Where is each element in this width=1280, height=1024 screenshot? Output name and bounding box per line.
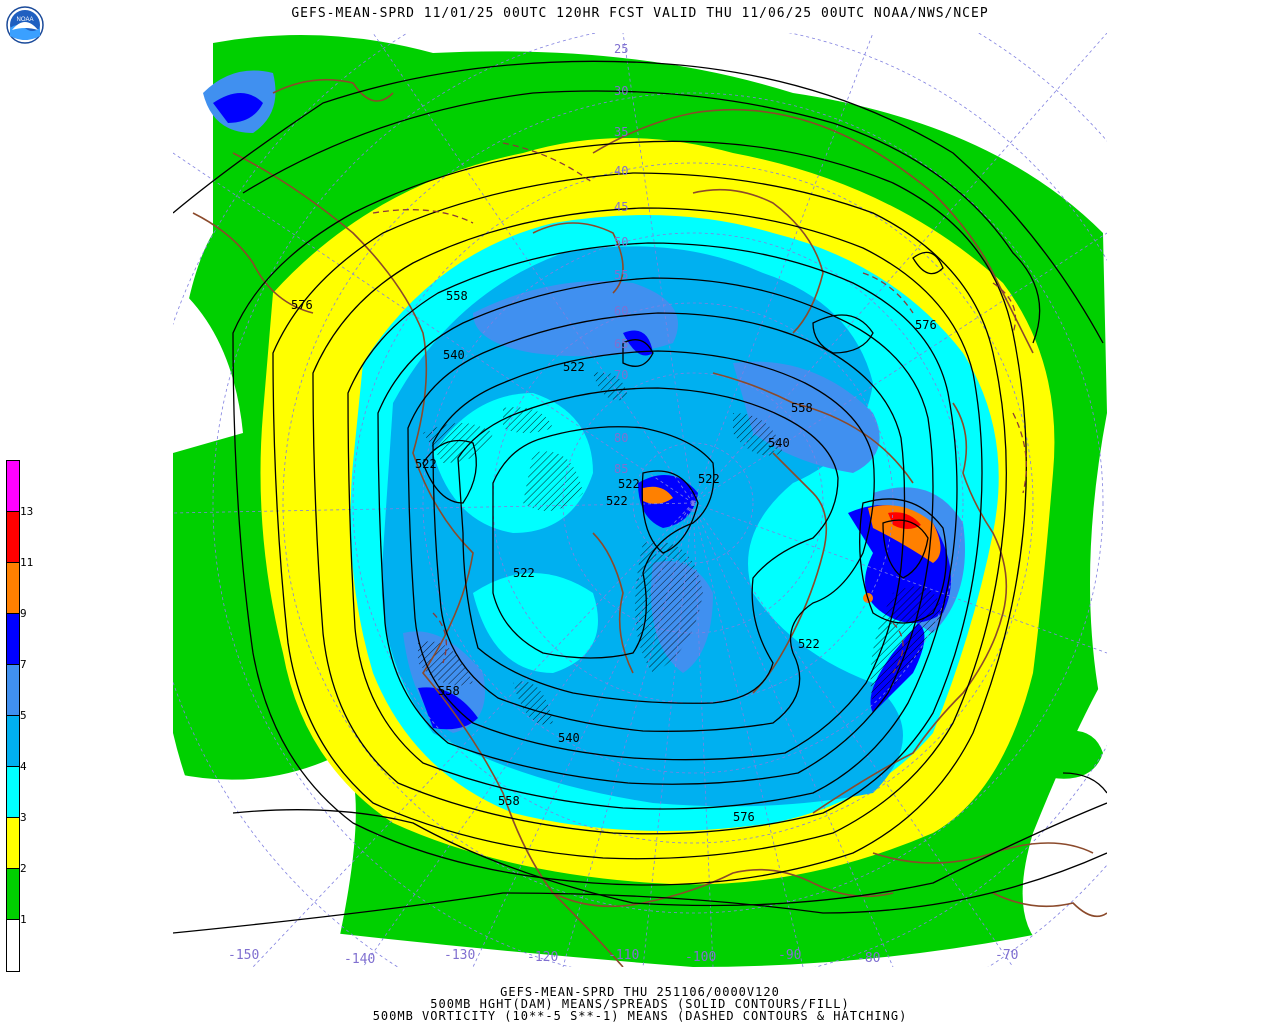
forecast-map: 576 558 540 522 522 522 522 522 558 540 … <box>173 33 1107 967</box>
contour-label: 576 <box>291 298 313 312</box>
lon-label: -70 <box>995 948 1019 963</box>
footer-line-3: 500MB VORTICITY (10**-5 S**-1) MEANS (DA… <box>372 1009 908 1023</box>
svg-text:25: 25 <box>614 42 628 56</box>
contour-label: 522 <box>563 360 585 374</box>
contour-label: 576 <box>733 810 755 824</box>
legend-swatch <box>6 868 20 920</box>
svg-text:45: 45 <box>614 200 628 214</box>
contour-label: 558 <box>791 401 813 415</box>
contour-label: 522 <box>618 477 640 491</box>
footer-line-2: 500MB HGHT(DAM) MEANS/SPREADS (SOLID CON… <box>430 997 850 1011</box>
footer-line-1: GEFS-MEAN-SPRD THU 251106/0000V120 <box>500 985 780 999</box>
svg-text:40: 40 <box>614 164 628 178</box>
svg-text:85: 85 <box>614 462 628 476</box>
legend-swatch <box>6 715 20 767</box>
vorticity-contours <box>372 142 1027 674</box>
legend-swatch <box>6 562 20 614</box>
lon-label: -80 <box>857 951 881 966</box>
lon-label: -150 <box>228 948 260 963</box>
legend-label: 7 <box>20 658 27 671</box>
lat-lon-graticule <box>173 33 1107 967</box>
height-contours <box>173 60 1107 934</box>
legend-label: 13 <box>20 505 34 518</box>
coastlines <box>192 78 1107 967</box>
legend-label: 11 <box>20 556 34 569</box>
svg-text:30: 30 <box>614 84 628 98</box>
svg-text:65: 65 <box>614 337 628 351</box>
lon-label: -90 <box>778 948 802 963</box>
contour-label: 522 <box>415 457 437 471</box>
legend-swatch <box>6 664 20 716</box>
contour-label: 540 <box>768 436 790 450</box>
lon-label: -130 <box>444 948 476 963</box>
legend-label: 5 <box>20 709 27 722</box>
contour-label: 558 <box>498 794 520 808</box>
lon-label: -110 <box>608 948 640 963</box>
legend-swatch <box>6 511 20 563</box>
legend-swatch <box>6 460 20 512</box>
legend-label: 9 <box>20 607 27 620</box>
contour-label: 558 <box>438 684 460 698</box>
noaa-logo-icon: NOAA <box>6 6 44 44</box>
height-contour-labels: 576 558 540 522 522 522 522 522 558 540 … <box>291 289 937 824</box>
contour-label: 540 <box>443 348 465 362</box>
contour-label: 576 <box>915 318 937 332</box>
contour-label: 522 <box>798 637 820 651</box>
latitude-labels: 25 30 35 40 45 50 55 60 65 70 80 85 <box>614 42 628 476</box>
svg-text:55: 55 <box>614 268 628 282</box>
lon-label: -100 <box>685 950 717 965</box>
legend-swatch <box>6 919 20 972</box>
contour-label: 558 <box>446 289 468 303</box>
spread-legend <box>6 460 20 972</box>
svg-text:60: 60 <box>614 304 628 318</box>
lon-label: -140 <box>344 952 376 967</box>
legend-label: 1 <box>20 913 27 926</box>
contour-label: 540 <box>558 731 580 745</box>
legend-label: 3 <box>20 811 27 824</box>
svg-text:80: 80 <box>614 431 628 445</box>
legend-swatch <box>6 766 20 818</box>
contour-label: 522 <box>606 494 628 508</box>
contour-label: 522 <box>513 566 535 580</box>
svg-text:35: 35 <box>614 125 628 139</box>
logo-text: NOAA <box>16 17 33 23</box>
legend-swatch <box>6 817 20 869</box>
svg-text:50: 50 <box>614 235 628 249</box>
contour-label: 522 <box>698 472 720 486</box>
legend-label: 2 <box>20 862 27 875</box>
lon-label: -120 <box>527 950 559 965</box>
chart-title: GEFS-MEAN-SPRD 11/01/25 00UTC 120HR FCST… <box>291 6 989 21</box>
spread-fill-9-11 <box>868 505 941 563</box>
svg-text:70: 70 <box>614 368 628 382</box>
legend-label: 4 <box>20 760 27 773</box>
legend-swatch <box>6 613 20 665</box>
